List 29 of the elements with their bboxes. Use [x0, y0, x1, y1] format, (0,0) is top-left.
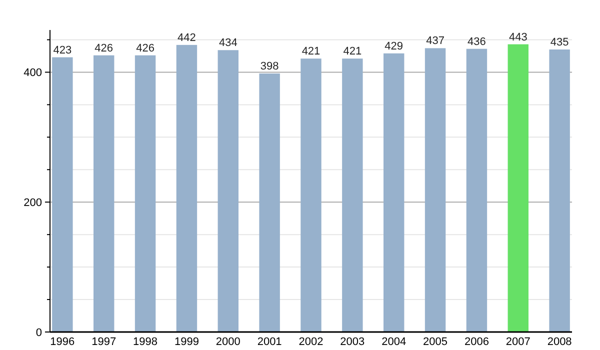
data-label: 398 [260, 60, 279, 73]
x-tick-label: 1999 [174, 336, 199, 348]
data-label: 443 [508, 31, 528, 44]
x-tick-label: 2003 [340, 336, 365, 348]
x-tick-label: 2000 [216, 336, 240, 348]
data-label: 442 [178, 32, 196, 44]
data-label: 436 [468, 36, 486, 48]
data-label: 423 [53, 44, 72, 56]
x-tick-label: 2005 [423, 336, 448, 348]
x-tick-label: 1997 [92, 336, 116, 348]
x-tick-label: 2004 [382, 336, 406, 348]
data-label: 426 [136, 42, 154, 54]
y-tick-label: 0 [36, 326, 42, 339]
x-tick-label: 1996 [50, 336, 75, 348]
data-label: 437 [426, 35, 444, 48]
data-label: 426 [94, 42, 114, 54]
x-tick-label: 2002 [298, 336, 324, 348]
data-label: 421 [343, 46, 362, 58]
data-label: 429 [384, 40, 404, 52]
x-tick-label: 2006 [464, 336, 489, 348]
data-label: 421 [302, 46, 320, 58]
data-label: 434 [218, 37, 238, 50]
y-tick-label: 200 [24, 196, 42, 209]
x-tick-label: 2008 [547, 336, 572, 348]
x-tick-label: 1998 [133, 336, 158, 348]
x-tick-label: 2007 [506, 336, 530, 348]
y-tick-label: 400 [24, 67, 42, 80]
data-label: 435 [550, 36, 569, 48]
x-tick-label: 2001 [257, 336, 282, 348]
